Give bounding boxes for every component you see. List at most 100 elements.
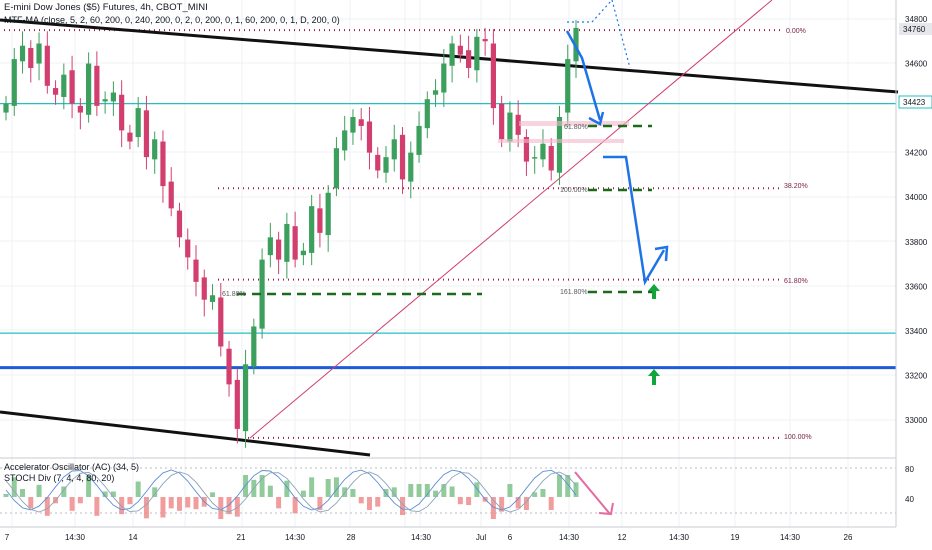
ac-bar [325, 479, 331, 497]
ac-bar [36, 484, 42, 497]
candle-body [11, 59, 17, 106]
price-tag-last-label: 34760 [903, 25, 926, 34]
ac-bar [573, 482, 579, 497]
candle-body [358, 119, 364, 126]
price-tick: 34600 [905, 60, 928, 69]
ac-bar [548, 497, 554, 510]
candle-body [119, 94, 125, 131]
candle [432, 79, 439, 107]
candle-body [548, 145, 554, 171]
ac-bar [292, 497, 298, 514]
candle [259, 248, 265, 339]
candle-body [143, 110, 150, 158]
ac-bar [350, 489, 356, 497]
price-tick: 33600 [905, 282, 928, 291]
candle [28, 40, 34, 83]
candle [77, 98, 83, 130]
time-tick: 14:30 [559, 533, 580, 542]
stoch-k-line [5, 469, 577, 511]
ac-bar [317, 497, 323, 510]
candle [242, 349, 249, 448]
ac-bar [507, 484, 513, 497]
candle [391, 124, 397, 172]
ac-bar [176, 497, 182, 511]
price-tick: 34000 [905, 193, 928, 202]
candle-body [86, 63, 92, 115]
candle [3, 95, 9, 121]
ac-bar [127, 497, 133, 505]
chart-grid [0, 0, 896, 527]
candle-body [424, 99, 430, 129]
candle-body [573, 27, 579, 62]
descending-trendline-lower[interactable] [0, 410, 371, 457]
ac-bar [11, 477, 17, 497]
rising-trendline[interactable] [249, 0, 773, 439]
candle-body [325, 192, 331, 236]
projection-path-solid[interactable] [565, 30, 602, 121]
candle-body [449, 43, 455, 66]
candle-body [94, 65, 100, 106]
candle [416, 111, 422, 163]
candle-body [309, 206, 315, 253]
stoch-label: STOCH Div (7, 4, 4, 80, 20) [4, 473, 115, 483]
candle [532, 145, 538, 174]
time-tick: 7 [5, 533, 10, 542]
time-tick: 14:30 [411, 533, 432, 542]
ac-bar [28, 497, 34, 509]
ac-bar [119, 497, 125, 515]
time-tick: 19 [731, 533, 740, 542]
descending-trendline-upper[interactable] [0, 18, 899, 94]
fib-label-61: 61.80% [784, 278, 808, 285]
candle-body [201, 277, 207, 300]
candle-body [474, 36, 480, 71]
candle [193, 245, 199, 297]
candle [44, 31, 50, 94]
ac-bar [168, 497, 174, 509]
candle-body [110, 92, 116, 102]
candle-body [499, 103, 505, 140]
candle [449, 35, 455, 83]
price-axis[interactable]: 34800 34600 34200 34000 33800 33600 33400 33200… [905, 15, 928, 425]
candle-body [61, 74, 67, 97]
candle [300, 242, 306, 266]
time-axis[interactable]: 7 14:30 14 21 14:30 28 14:30 Jul 6 14:30 12 14:30 19… [5, 533, 853, 542]
candle-body [102, 99, 108, 102]
candle-body [44, 45, 50, 86]
ac-bar [160, 497, 166, 518]
projection-path-lower[interactable] [603, 155, 666, 286]
candle-body [276, 239, 282, 260]
candle-body [441, 63, 447, 93]
candle [176, 202, 183, 248]
candle [383, 145, 389, 183]
ac-bar [449, 486, 455, 497]
price-tick: 33000 [905, 416, 928, 425]
candle [69, 55, 75, 119]
time-tick: 26 [844, 533, 853, 542]
ac-bar [234, 497, 240, 517]
candle-body [540, 143, 546, 160]
candle-body [416, 125, 422, 155]
candle [540, 129, 546, 168]
candle [408, 141, 414, 199]
candle [366, 106, 373, 170]
candle [110, 81, 116, 116]
candle-body [490, 43, 496, 109]
candle [523, 129, 530, 177]
ac-bar [44, 497, 50, 516]
candle-body [152, 139, 158, 160]
candle-body [176, 210, 183, 238]
candle [565, 44, 571, 128]
up-arrow-icon [648, 284, 660, 299]
candle [168, 167, 174, 217]
ac-bar [433, 490, 439, 497]
time-tick: Jul [476, 533, 486, 542]
ac-bar [20, 489, 26, 497]
candle [19, 31, 26, 74]
stoch-d-line [5, 471, 577, 513]
ac-bar [309, 477, 315, 497]
indicator-line: MTF-MA (close, 5, 2, 60, 200, 0, 240, 20… [4, 15, 340, 25]
ac-bar [135, 481, 141, 497]
candle [135, 96, 141, 148]
ac-bar [77, 497, 83, 504]
